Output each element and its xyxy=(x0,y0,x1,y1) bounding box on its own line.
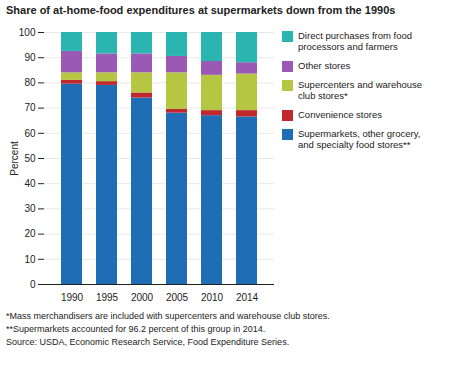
svg-text:60: 60 xyxy=(24,128,36,139)
html-text:*Mass merchandisers are includ: *Mass merchandisers are included with su… xyxy=(6,311,330,321)
svg-text:70: 70 xyxy=(24,102,36,113)
svg-text:2010: 2010 xyxy=(201,292,224,303)
html-text:Source: USDA, Economic Researc: Source: USDA, Economic Research Service,… xyxy=(6,337,290,348)
svg-text:30: 30 xyxy=(24,203,36,214)
svg-text:2005: 2005 xyxy=(166,292,189,303)
svg-text:Percent: Percent xyxy=(9,141,20,176)
svg-text:1990: 1990 xyxy=(61,292,84,303)
svg-text:0: 0 xyxy=(30,279,36,290)
html-text:Other stores: Other stores xyxy=(298,59,351,71)
svg-text:40: 40 xyxy=(24,178,36,189)
html-text:Supercenters and warehouse clu: Supercenters and warehouse club stores* xyxy=(298,78,423,102)
html-text:**Supermarkets accounted for 9: **Supermarkets accounted for 96.2 percen… xyxy=(6,324,266,334)
svg-text:2000: 2000 xyxy=(131,292,154,303)
svg-text:50: 50 xyxy=(24,153,36,164)
html-text:Share of at-home-food expendit: Share of at-home-food expenditures at su… xyxy=(6,4,396,16)
svg-text:80: 80 xyxy=(24,77,36,88)
html-text:Convenience stores: Convenience stores xyxy=(298,108,382,120)
svg-text:1995: 1995 xyxy=(96,292,119,303)
svg-text:10: 10 xyxy=(24,254,36,265)
html-text:Supermarkets, other grocery, a: Supermarkets, other grocery, and special… xyxy=(298,127,421,150)
html-text:Direct purchases from food pro: Direct purchases from food processors an… xyxy=(298,30,412,53)
svg-text:2014: 2014 xyxy=(236,292,259,303)
svg-text:100: 100 xyxy=(19,27,36,38)
svg-text:90: 90 xyxy=(24,52,36,63)
svg-text:20: 20 xyxy=(24,228,36,239)
